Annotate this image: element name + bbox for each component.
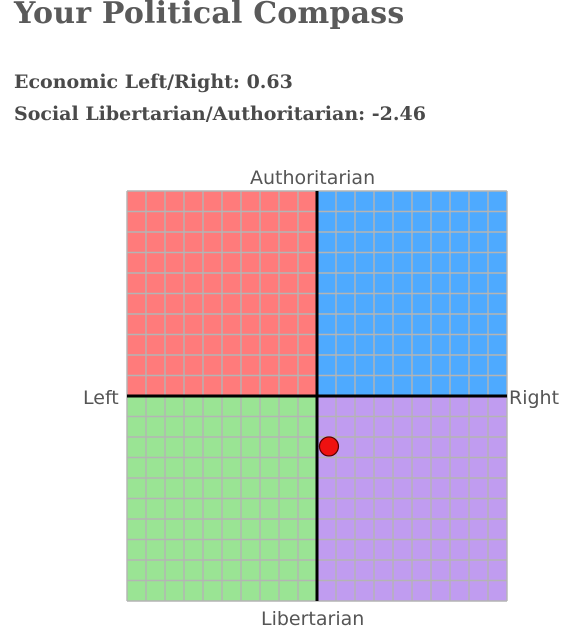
axis-label-authoritarian: Authoritarian [250,167,376,189]
economic-score: Economic Left/Right: 0.63 [14,71,293,93]
social-score-value: -2.46 [371,103,426,125]
axis-label-right: Right [509,387,560,409]
social-score-label: Social Libertarian/Authoritarian: [14,103,366,125]
page-title: Your Political Compass [14,0,405,31]
axis-label-libertarian: Libertarian [261,608,365,630]
user-position-marker [318,436,340,457]
points [318,436,340,457]
economic-score-label: Economic Left/Right: [14,71,240,93]
social-score: Social Libertarian/Authoritarian: -2.46 [14,103,426,125]
axes [127,191,507,601]
political-compass-chart [126,190,508,602]
economic-score-value: 0.63 [246,71,293,93]
axis-label-left: Left [83,387,119,409]
